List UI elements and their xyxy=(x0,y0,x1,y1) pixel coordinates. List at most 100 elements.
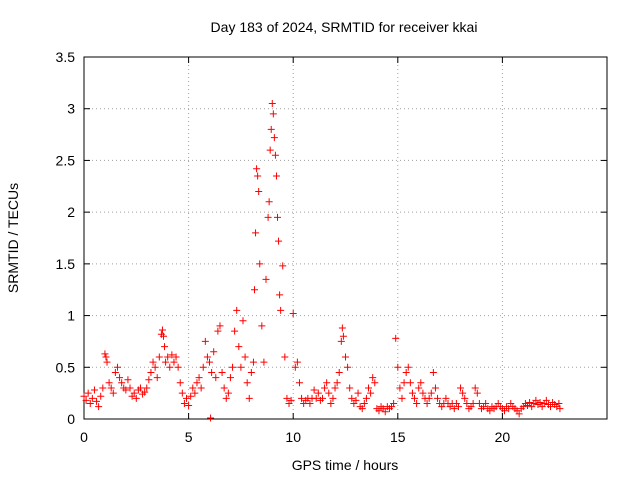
data-point xyxy=(325,389,333,397)
data-point xyxy=(348,394,356,402)
data-point xyxy=(153,374,161,382)
data-point xyxy=(122,386,130,394)
data-point xyxy=(473,389,481,397)
data-point xyxy=(526,398,534,406)
data-point xyxy=(271,151,279,159)
chart-title: Day 183 of 2024, SRMTID for receiver kka… xyxy=(211,19,478,35)
data-point xyxy=(283,394,291,402)
data-point xyxy=(365,384,373,392)
y-tick-label: 2 xyxy=(67,204,75,220)
data-point xyxy=(404,363,412,371)
data-point xyxy=(237,363,245,371)
data-point xyxy=(207,414,215,422)
data-point xyxy=(249,358,257,366)
data-point xyxy=(344,363,352,371)
data-point xyxy=(306,399,314,407)
data-point xyxy=(185,402,193,410)
data-point xyxy=(339,332,347,340)
data-point xyxy=(183,394,191,402)
data-point xyxy=(295,379,303,387)
data-point xyxy=(267,125,275,133)
data-point xyxy=(222,394,230,402)
data-point xyxy=(427,389,435,397)
data-point xyxy=(329,394,337,402)
data-point xyxy=(243,379,251,387)
data-point xyxy=(124,376,132,384)
data-point xyxy=(158,326,166,334)
data-point xyxy=(174,363,182,371)
data-point xyxy=(82,396,90,404)
data-point xyxy=(515,410,523,418)
y-tick-label: 0.5 xyxy=(56,359,76,375)
data-point xyxy=(532,396,540,404)
data-point xyxy=(258,322,266,330)
data-point xyxy=(293,358,301,366)
data-point xyxy=(97,392,105,400)
data-point xyxy=(111,368,119,376)
data-point xyxy=(486,407,494,415)
data-point xyxy=(402,368,410,376)
data-point xyxy=(469,399,477,407)
data-point xyxy=(241,353,249,361)
data-point xyxy=(289,310,297,318)
data-point xyxy=(362,394,370,402)
data-point xyxy=(229,363,237,371)
data-point xyxy=(442,394,450,402)
data-point xyxy=(220,384,228,392)
y-axis-label: SRMTID / TECUs xyxy=(5,183,21,293)
data-point xyxy=(187,392,195,400)
data-point xyxy=(189,384,197,392)
data-point xyxy=(429,368,437,376)
data-point xyxy=(265,198,273,206)
data-point xyxy=(463,399,471,407)
data-point xyxy=(555,399,563,407)
data-point xyxy=(371,379,379,387)
data-point xyxy=(279,262,287,270)
data-point xyxy=(206,358,214,366)
data-point xyxy=(84,389,92,397)
data-point xyxy=(266,146,274,154)
data-point xyxy=(406,379,414,387)
data-point xyxy=(425,394,433,402)
data-point xyxy=(161,343,169,351)
data-point xyxy=(287,396,295,404)
data-point xyxy=(239,317,247,325)
data-point xyxy=(93,397,101,405)
data-point xyxy=(191,389,199,397)
data-point xyxy=(298,394,306,402)
data-point xyxy=(454,403,462,411)
data-point xyxy=(542,396,550,404)
y-axis-ticks: 0 0.5 1 1.5 2 2.5 3 3.5 xyxy=(56,49,607,427)
data-point xyxy=(162,358,170,366)
data-point xyxy=(314,389,322,397)
data-point xyxy=(212,374,220,382)
data-point xyxy=(245,394,253,402)
data-point xyxy=(312,394,320,402)
data-point xyxy=(226,374,234,382)
data-point xyxy=(268,100,276,108)
y-tick-label: 3 xyxy=(67,101,75,117)
data-point xyxy=(434,394,442,402)
x-tick-label: 10 xyxy=(285,429,301,445)
x-tick-label: 15 xyxy=(390,429,406,445)
data-point xyxy=(450,405,458,413)
data-point xyxy=(103,358,111,366)
x-tick-label: 0 xyxy=(80,429,88,445)
data-point xyxy=(276,291,284,299)
data-point xyxy=(208,368,216,376)
x-axis-ticks: 0 5 10 15 20 xyxy=(80,57,510,445)
data-point xyxy=(375,407,383,415)
data-point xyxy=(394,363,402,371)
data-point xyxy=(556,405,564,413)
x-axis-label: GPS time / hours xyxy=(292,457,399,473)
data-point xyxy=(337,337,345,345)
x-tick-label: 5 xyxy=(185,429,193,445)
plot-frame xyxy=(83,56,608,420)
data-point xyxy=(214,327,222,335)
data-point xyxy=(168,351,176,359)
data-point xyxy=(415,384,423,392)
data-point xyxy=(327,399,335,407)
data-point xyxy=(354,389,362,397)
data-point xyxy=(272,172,280,180)
